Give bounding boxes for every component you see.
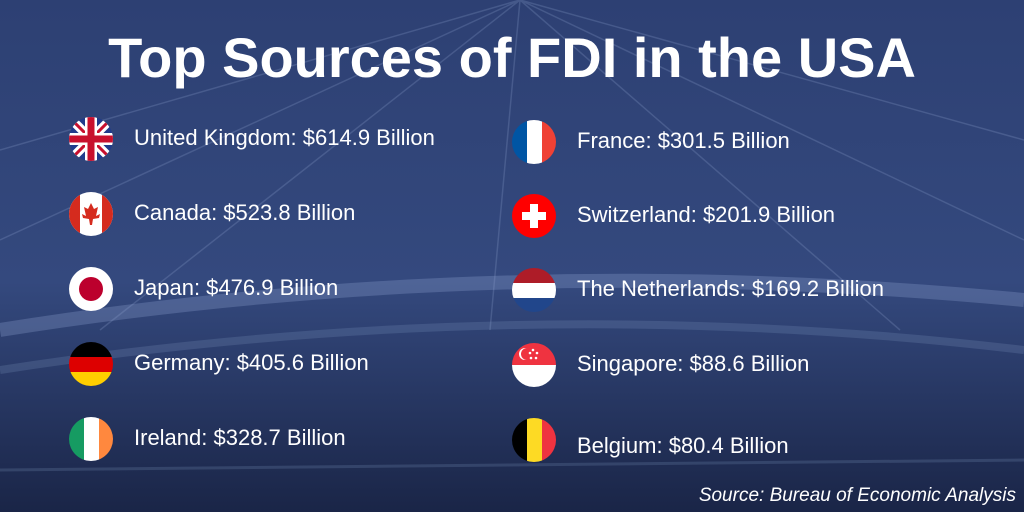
item-label: The Netherlands: $169.2 Billion [577,276,884,301]
title: Top Sources of FDI in the USA [108,26,916,89]
flag-france [512,120,556,164]
item-label: Canada: $523.8 Billion [134,200,355,225]
item-label: Japan: $476.9 Billion [134,275,338,300]
flag-germany [69,342,113,386]
item-label: Belgium: $80.4 Billion [577,433,789,458]
item-label: Ireland: $328.7 Billion [134,425,346,450]
item-label: France: $301.5 Billion [577,128,790,153]
item-label: Germany: $405.6 Billion [134,350,369,375]
flag-canada [69,192,113,236]
flag-singapore [512,343,556,387]
source: Source: Bureau of Economic Analysis [699,485,1017,506]
flag-belgium [512,418,556,462]
item-label: United Kingdom: $614.9 Billion [134,125,435,150]
item-label: Singapore: $88.6 Billion [577,351,809,376]
flag-ireland [69,417,113,461]
bridge-lines [0,0,1024,472]
flag-netherlands [512,268,556,312]
flag-japan [69,267,113,311]
item-label: Switzerland: $201.9 Billion [577,202,835,227]
flag-uk [69,117,113,161]
flag-switzerland [512,194,556,238]
